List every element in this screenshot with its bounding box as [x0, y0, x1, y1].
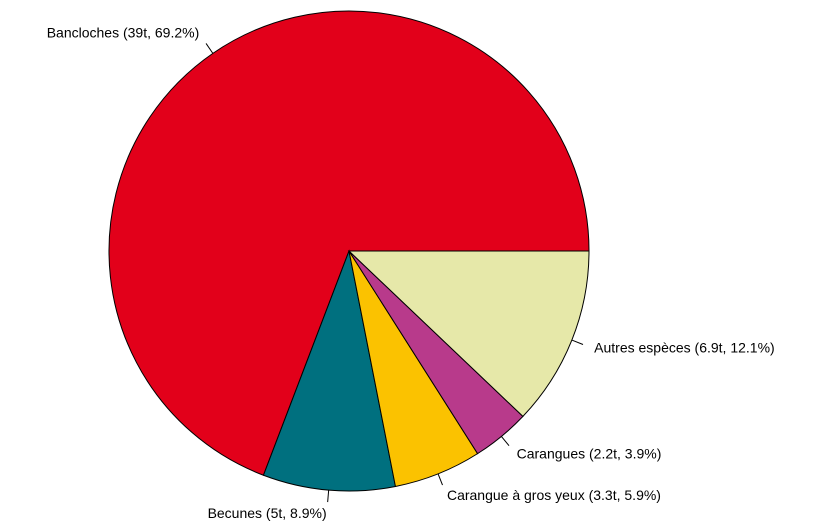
label-tick	[571, 339, 584, 345]
label-tick	[205, 43, 214, 54]
slice-label: Autres espèces (6.9t, 12.1%)	[594, 340, 775, 356]
label-tick	[327, 490, 330, 503]
slice-label: Carangue à gros yeux (3.3t, 5.9%)	[447, 487, 661, 503]
slice-label: Bancloches (39t, 69.2%)	[47, 24, 200, 40]
label-tick	[437, 473, 443, 486]
pie-slice	[108, 10, 590, 476]
pie-slice	[347, 250, 590, 418]
pie-slice	[262, 249, 397, 492]
slice-label: Becunes (5t, 8.9%)	[208, 505, 327, 521]
slice-label: Carangues (2.2t, 3.9%)	[517, 446, 662, 462]
label-tick	[501, 436, 510, 446]
